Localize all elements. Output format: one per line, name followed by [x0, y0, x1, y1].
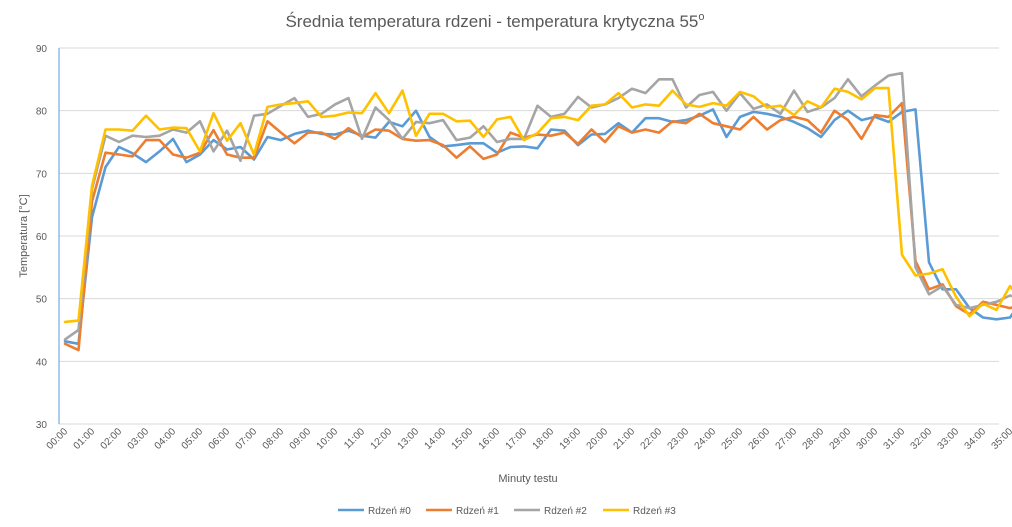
x-tick-label: 05:00 — [180, 426, 206, 452]
x-tick-label: 00:00 — [45, 426, 71, 452]
x-tick-label: 28:00 — [801, 426, 827, 452]
series-line-3 — [63, 86, 1012, 324]
x-tick-label: 12:00 — [369, 426, 395, 452]
gridlines — [59, 47, 999, 425]
series-lines — [63, 71, 1012, 352]
legend-item-3: Rdzeń #3 — [603, 506, 676, 517]
x-tick-label: 13:00 — [396, 426, 422, 452]
x-tick-label: 02:00 — [99, 426, 125, 452]
x-tick-label: 33:00 — [936, 426, 962, 452]
x-axis-ticks: 00:00 01:00 02:00 03:00 04:00 05:00 06:00 07:00… — [45, 426, 1012, 452]
legend-item-0: Rdzeń #0 — [338, 506, 411, 517]
y-tick-label: 50 — [36, 295, 48, 306]
chart-title-superscript: o — [698, 11, 704, 23]
x-tick-label: 01:00 — [72, 426, 98, 452]
x-tick-label: 23:00 — [666, 426, 692, 452]
x-tick-label: 18:00 — [531, 426, 557, 452]
legend-item-1: Rdzeń #1 — [426, 506, 499, 517]
y-axis-ticks: 30 40 50 60 70 80 90 — [36, 44, 48, 431]
x-tick-label: 31:00 — [882, 426, 908, 452]
x-tick-label: 21:00 — [612, 426, 638, 452]
x-tick-label: 19:00 — [558, 426, 584, 452]
y-axis-label: Temperatura [°C] — [18, 194, 30, 277]
legend-label: Rdzeń #2 — [544, 506, 587, 517]
x-tick-label: 29:00 — [828, 426, 854, 452]
legend-label: Rdzeń #3 — [633, 506, 676, 517]
series-line-2 — [63, 71, 1012, 341]
x-tick-label: 24:00 — [693, 426, 719, 452]
y-tick-label: 60 — [36, 232, 48, 243]
x-tick-label: 20:00 — [585, 426, 611, 452]
x-tick-label: 04:00 — [153, 426, 179, 452]
x-tick-label: 26:00 — [747, 426, 773, 452]
x-tick-label: 03:00 — [126, 426, 152, 452]
x-tick-label: 34:00 — [963, 426, 989, 452]
legend-label: Rdzeń #0 — [368, 506, 411, 517]
x-tick-label: 07:00 — [234, 426, 260, 452]
y-tick-label: 80 — [36, 107, 48, 118]
y-tick-label: 90 — [36, 44, 48, 55]
legend: Rdzeń #0 Rdzeń #1 Rdzeń #2 Rdzeń #3 — [338, 506, 676, 517]
x-axis-label: Minuty testu — [498, 473, 557, 485]
y-tick-label: 30 — [36, 420, 48, 431]
x-tick-label: 16:00 — [477, 426, 503, 452]
y-tick-label: 70 — [36, 169, 48, 180]
x-tick-label: 11:00 — [342, 426, 367, 451]
series-line-1 — [63, 101, 1012, 352]
x-tick-label: 22:00 — [639, 426, 665, 452]
x-tick-label: 30:00 — [855, 426, 881, 452]
x-tick-label: 17:00 — [504, 426, 530, 452]
legend-item-2: Rdzeń #2 — [514, 506, 587, 517]
x-tick-label: 15:00 — [450, 426, 476, 452]
x-tick-label: 14:00 — [423, 426, 449, 452]
legend-label: Rdzeń #1 — [456, 506, 499, 517]
x-tick-label: 35:00 — [990, 426, 1012, 452]
x-tick-label: 27:00 — [774, 426, 800, 452]
y-tick-label: 40 — [36, 357, 48, 368]
x-tick-label: 08:00 — [261, 426, 287, 452]
series-line-0 — [63, 108, 1012, 346]
x-tick-label: 06:00 — [207, 426, 233, 452]
x-tick-label: 10:00 — [315, 426, 341, 452]
x-tick-label: 09:00 — [288, 426, 314, 452]
chart-title: Średnia temperatura rdzeni - temperatura… — [285, 11, 704, 31]
x-tick-label: 32:00 — [909, 426, 935, 452]
x-tick-label: 25:00 — [720, 426, 746, 452]
